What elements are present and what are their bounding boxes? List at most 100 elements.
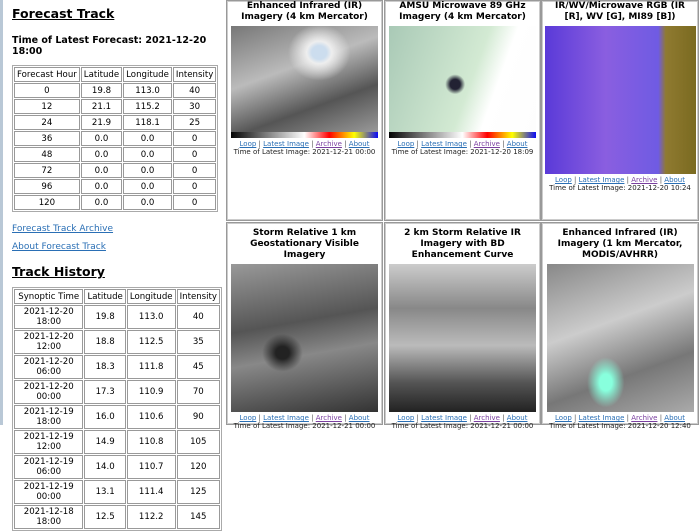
column-header: Latitude	[80, 67, 123, 82]
panel-title: Enhanced Infrared (IR) Imagery (1 km Mer…	[557, 228, 683, 260]
latest-image-link[interactable]: Latest Image	[421, 140, 467, 148]
column-header: Intensity	[176, 289, 220, 304]
separator: |	[258, 414, 261, 422]
separator: |	[659, 414, 663, 422]
loop-link[interactable]: Loop	[397, 414, 415, 422]
table-cell: 19.8	[80, 83, 123, 98]
table-cell: 2021-12-20 18:00	[14, 305, 84, 329]
archive-link[interactable]: Archive	[315, 414, 342, 422]
table-cell: 0.0	[123, 163, 172, 178]
latest-image-link[interactable]: Latest Image	[263, 414, 309, 422]
forecast-row: 48 0.0 0.0 0	[14, 147, 217, 162]
latest-image-time: Time of Latest Image: 2021-12-20 10:24	[549, 184, 691, 192]
imagery-panel: AMSU Microwave 89 GHz Imagery (4 km Merc…	[384, 0, 541, 221]
table-cell: 112.5	[126, 330, 176, 354]
latest-image-time: Time of Latest Image: 2021-12-21 00:00	[391, 422, 534, 430]
table-cell: 16.0	[84, 405, 126, 429]
table-cell: 2021-12-20 12:00	[14, 330, 84, 354]
about-link[interactable]: About	[348, 414, 370, 422]
loop-link[interactable]: Loop	[239, 414, 257, 422]
loop-link[interactable]: Loop	[555, 414, 572, 422]
archive-link[interactable]: Archive	[631, 176, 658, 184]
table-cell: 14.0	[84, 455, 126, 479]
latest-image-link[interactable]: Latest Image	[578, 176, 625, 184]
archive-link[interactable]: Archive	[473, 140, 500, 148]
separator: |	[416, 414, 419, 422]
table-cell: 35	[176, 330, 220, 354]
forecast-row: 36 0.0 0.0 0	[14, 131, 217, 146]
archive-link[interactable]: Archive	[315, 140, 342, 148]
separator: |	[626, 414, 630, 422]
forecast-row: 12 21.1 115.2 30	[14, 99, 217, 114]
table-cell: 18.3	[84, 355, 126, 379]
satellite-image[interactable]	[389, 26, 536, 138]
table-cell: 111.8	[126, 355, 176, 379]
loop-link[interactable]: Loop	[397, 140, 415, 148]
about-link[interactable]: About	[506, 140, 528, 148]
about-forecast-track-link[interactable]: About Forecast Track	[12, 242, 106, 252]
table-cell: 0.0	[123, 195, 172, 210]
table-cell: 120	[14, 195, 80, 210]
latest-image-link[interactable]: Latest Image	[263, 140, 309, 148]
archive-link[interactable]: Archive	[631, 414, 658, 422]
table-cell: 110.9	[126, 380, 176, 404]
panel-links: Loop | Latest Image | Archive | About	[542, 414, 698, 422]
history-row: 2021-12-19 12:00 14.9 110.8 105	[14, 430, 220, 454]
separator: |	[626, 176, 630, 184]
panel-links: Loop | Latest Image | Archive | About	[385, 414, 540, 422]
about-link[interactable]: About	[506, 414, 528, 422]
history-row: 2021-12-20 06:00 18.3 111.8 45	[14, 355, 220, 379]
loop-link[interactable]: Loop	[555, 176, 572, 184]
about-link[interactable]: About	[348, 140, 370, 148]
latest-image-link[interactable]: Latest Image	[578, 414, 625, 422]
table-cell: 2021-12-19 12:00	[14, 430, 84, 454]
panel-links: Loop | Latest Image | Archive | About	[542, 176, 698, 184]
table-cell: 12.5	[84, 505, 126, 529]
imagery-grid: Enhanced Infrared (IR) Imagery (4 km Mer…	[226, 0, 699, 430]
table-cell: 18.8	[84, 330, 126, 354]
satellite-image[interactable]	[546, 264, 694, 412]
about-link[interactable]: About	[664, 176, 685, 184]
table-cell: 111.4	[126, 480, 176, 504]
table-cell: 125	[176, 480, 220, 504]
satellite-image[interactable]	[231, 26, 378, 138]
table-cell: 2021-12-19 00:00	[14, 480, 84, 504]
archive-link[interactable]: Archive	[473, 414, 500, 422]
satellite-image[interactable]	[231, 264, 378, 412]
satellite-image[interactable]	[544, 26, 696, 174]
table-cell: 19.8	[84, 305, 126, 329]
about-link[interactable]: About	[664, 414, 685, 422]
forecast-row: 120 0.0 0.0 0	[14, 195, 217, 210]
imagery-panel: IR/WV/Microwave RGB (IR [R], WV [G], MI8…	[541, 0, 699, 221]
history-row: 2021-12-20 12:00 18.8 112.5 35	[14, 330, 220, 354]
table-cell: 90	[176, 405, 220, 429]
loop-link[interactable]: Loop	[239, 140, 257, 148]
separator: |	[502, 140, 505, 148]
separator: |	[344, 140, 347, 148]
table-cell: 110.6	[126, 405, 176, 429]
satellite-image[interactable]	[389, 264, 536, 412]
table-cell: 0.0	[80, 147, 123, 162]
table-cell: 105	[176, 430, 220, 454]
table-cell: 0	[14, 83, 80, 98]
panel-title: Storm Relative 1 km Geostationary Visibl…	[250, 228, 359, 260]
table-cell: 0.0	[80, 163, 123, 178]
separator: |	[344, 414, 347, 422]
column-header: Synoptic Time	[14, 289, 84, 304]
table-cell: 2021-12-19 18:00	[14, 405, 84, 429]
latest-image-link[interactable]: Latest Image	[421, 414, 467, 422]
imagery-panel: Enhanced Infrared (IR) Imagery (1 km Mer…	[541, 222, 699, 430]
table-cell: 14.9	[84, 430, 126, 454]
header-row: Synoptic Time Latitude Longitude Intensity	[14, 289, 220, 304]
forecast-row: 72 0.0 0.0 0	[14, 163, 217, 178]
table-cell: 2021-12-18 18:00	[14, 505, 84, 529]
header-row: Forecast Hour Latitude Longitude Intensity	[14, 67, 217, 82]
table-cell: 2021-12-20 06:00	[14, 355, 84, 379]
panel-title: 2 km Storm Relative IR Imagery with BD E…	[404, 228, 521, 260]
separator: |	[416, 140, 419, 148]
column-header: Longitude	[126, 289, 176, 304]
imagery-panel: Enhanced Infrared (IR) Imagery (4 km Mer…	[226, 0, 383, 221]
forecast-table: Forecast Hour Latitude Longitude Intensity 0…	[12, 65, 219, 212]
forecast-track-archive-link[interactable]: Forecast Track Archive	[12, 224, 114, 234]
panel-title: AMSU Microwave 89 GHz Imagery (4 km Merc…	[399, 1, 526, 22]
